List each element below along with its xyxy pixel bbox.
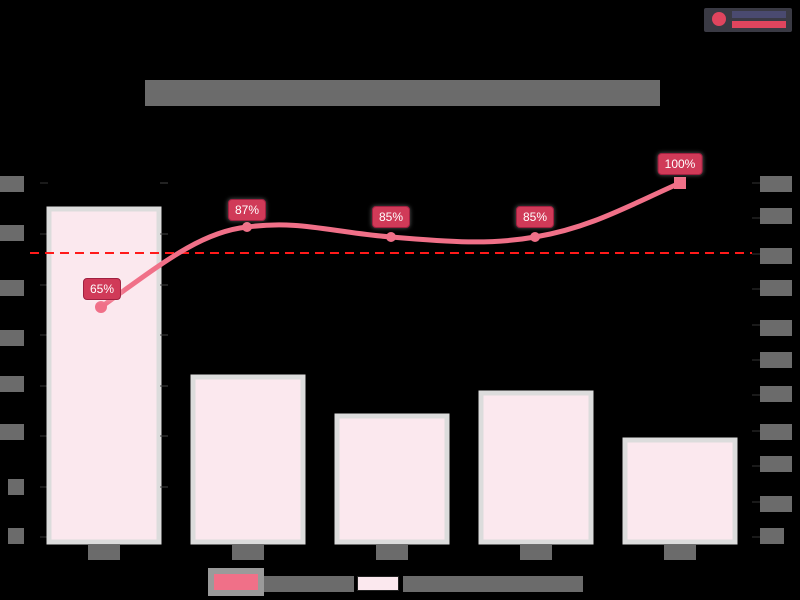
right-tick-label <box>760 176 792 192</box>
point-label: 85% <box>515 206 555 228</box>
point-label: 87% <box>227 199 267 221</box>
legend-line-swatch[interactable] <box>208 568 264 596</box>
bar-1 <box>46 206 162 545</box>
logo-mark-icon <box>712 12 726 26</box>
category-label: (redacted 5) <box>664 545 696 560</box>
point-label: 65% <box>82 278 122 300</box>
right-tick-label <box>760 528 784 544</box>
left-tick-label <box>0 330 24 346</box>
bar-series <box>46 206 738 545</box>
bar-3 <box>334 413 450 545</box>
bar-4 <box>478 390 594 545</box>
right-tick-label <box>760 424 792 440</box>
right-tick-label <box>760 208 792 224</box>
legend-bar-label[interactable] <box>403 576 583 592</box>
legend-line-label[interactable] <box>264 576 354 592</box>
left-tick-label <box>0 176 24 192</box>
right-tick-label <box>760 456 792 472</box>
left-tick-label <box>8 479 24 495</box>
category-label: (redacted 2) <box>232 545 264 560</box>
bar-2 <box>190 374 306 545</box>
category-label: (redacted 4) <box>520 545 552 560</box>
point-label: 85% <box>371 206 411 228</box>
chart-title <box>145 80 660 106</box>
right-tick-label <box>760 248 792 264</box>
bar-5 <box>622 437 738 545</box>
left-tick-label <box>0 280 24 296</box>
left-tick-label <box>8 528 24 544</box>
brand-logo <box>704 8 792 32</box>
line-series <box>98 180 683 310</box>
logo-text-bottom <box>732 21 786 28</box>
right-tick-label <box>760 280 792 296</box>
left-tick-label <box>0 376 24 392</box>
left-tick-label <box>0 424 24 440</box>
category-label: (redacted 1) <box>88 545 120 560</box>
legend-bar-swatch[interactable] <box>357 576 399 591</box>
right-tick-label <box>760 496 792 512</box>
right-axis <box>752 182 760 538</box>
logo-text-top <box>732 11 786 18</box>
right-tick-label <box>760 320 792 336</box>
point-label: 100% <box>657 153 703 175</box>
category-label: (redacted 3) <box>376 545 408 560</box>
right-tick-label <box>760 386 792 402</box>
right-tick-label <box>760 352 792 368</box>
left-tick-label <box>0 225 24 241</box>
